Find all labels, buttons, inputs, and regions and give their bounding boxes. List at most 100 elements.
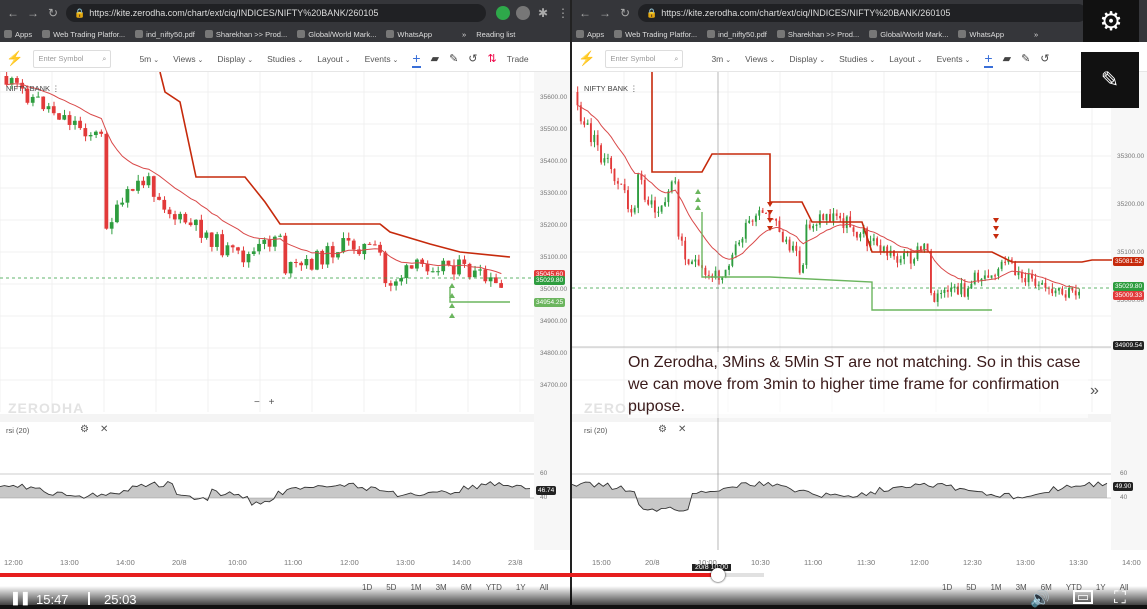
back-icon[interactable]: ←: [579, 6, 591, 20]
crosshair-icon[interactable]: +: [984, 49, 993, 68]
menu-studies[interactable]: Studies: [839, 54, 875, 64]
volume-icon[interactable]: 🔊: [1030, 591, 1050, 608]
video-progress-bar[interactable]: [0, 573, 1147, 577]
reading-list[interactable]: Reading list: [476, 29, 516, 39]
undo-icon[interactable]: ↺: [1040, 53, 1050, 65]
trade-icon[interactable]: ⇅: [487, 53, 497, 65]
zoom-in-button[interactable]: +: [268, 397, 275, 408]
menu-display[interactable]: Display: [217, 54, 253, 64]
menu-views[interactable]: Views: [745, 54, 775, 64]
gear-icon[interactable]: ⚙: [1083, 0, 1139, 42]
bookmark-item[interactable]: Global/World Mark...: [869, 30, 948, 39]
back-icon[interactable]: ←: [7, 6, 19, 20]
comment-icon[interactable]: ▰: [1002, 53, 1012, 65]
bookmark-item[interactable]: Apps: [4, 30, 32, 39]
price-axis-label: 35400.00: [540, 158, 568, 165]
bookmark-item[interactable]: Web Trading Platfor...: [614, 30, 697, 39]
comment-icon[interactable]: ▰: [430, 53, 440, 65]
zoom-out-button[interactable]: −: [254, 397, 260, 408]
price-axis-label: 35000.00: [1117, 297, 1145, 304]
candle: [832, 207, 835, 226]
draw-icon[interactable]: ✎: [449, 53, 459, 65]
ema-line: [577, 104, 1080, 289]
scrubber-handle[interactable]: [711, 568, 725, 582]
candle: [690, 259, 693, 265]
bookmark-item[interactable]: Sharekhan >> Prod...: [777, 30, 859, 39]
candle: [1034, 273, 1037, 288]
candle: [488, 272, 493, 287]
trade-button[interactable]: Trade: [506, 53, 529, 64]
bookmarks-more[interactable]: »: [1034, 29, 1039, 39]
played-bar: [0, 573, 719, 577]
candle: [462, 255, 467, 268]
address-bar[interactable]: 🔒 https://kite.zerodha.com/chart/ext/ciq…: [66, 4, 486, 22]
candle: [1051, 283, 1054, 297]
bookmark-item[interactable]: Apps: [576, 30, 604, 39]
menu-layout[interactable]: Layout: [889, 54, 922, 64]
puzzle-icon[interactable]: ✱: [537, 6, 549, 20]
symbol-search-input[interactable]: Enter Symbol ⌕: [605, 49, 684, 68]
candle: [451, 259, 456, 281]
fullscreen-icon[interactable]: ⛶: [1114, 588, 1126, 607]
forward-icon[interactable]: →: [27, 6, 39, 20]
reload-icon[interactable]: ↻: [619, 6, 631, 20]
candle: [842, 212, 845, 234]
close-icon[interactable]: ✕: [678, 424, 687, 435]
pause-icon[interactable]: ❚❚: [10, 590, 31, 605]
feedback-icon[interactable]: ✎: [1081, 52, 1139, 108]
captions-icon[interactable]: ▭: [1073, 590, 1093, 604]
scroll-right-icon[interactable]: »: [1090, 382, 1099, 399]
interval-select[interactable]: 5m: [139, 54, 159, 64]
candle: [657, 206, 660, 217]
bookmark-item[interactable]: Web Trading Platfor...: [42, 30, 125, 39]
extension-icon[interactable]: [496, 6, 510, 20]
time-axis-label: 23/8: [508, 558, 523, 567]
symbol-label[interactable]: NIFTY BANK ⋮: [584, 84, 638, 93]
url-text: https://kite.zerodha.com/chart/ext/ciq/I…: [661, 8, 951, 18]
menu-icon[interactable]: ⋮: [557, 6, 569, 20]
ema-line: [6, 83, 502, 275]
bookmark-item[interactable]: ind_nifty50.pdf: [707, 30, 767, 39]
menu-layout[interactable]: Layout: [317, 54, 350, 64]
candle: [1044, 277, 1047, 292]
reload-icon[interactable]: ↻: [47, 6, 59, 20]
bookmark-item[interactable]: WhatsApp: [958, 30, 1004, 39]
undo-icon[interactable]: ↺: [468, 53, 478, 65]
candle: [980, 277, 983, 287]
candle: [167, 206, 172, 219]
forward-icon[interactable]: →: [599, 6, 611, 20]
candle: [293, 258, 298, 268]
candle: [441, 258, 446, 275]
candle: [162, 196, 167, 214]
menu-views[interactable]: Views: [173, 54, 203, 64]
symbol-search-input[interactable]: Enter Symbol ⌕: [33, 49, 112, 68]
bookmark-item[interactable]: ind_nifty50.pdf: [135, 30, 195, 39]
candle: [67, 111, 72, 131]
candle: [613, 168, 616, 185]
symbol-label[interactable]: NIFTY BANK ⋮: [6, 84, 60, 93]
symbol-menu-icon[interactable]: ⋮: [52, 84, 60, 93]
extension-icon[interactable]: [516, 6, 530, 20]
rsi-line: [572, 480, 1108, 512]
draw-icon[interactable]: ✎: [1021, 53, 1031, 65]
interval-select[interactable]: 3m: [711, 54, 731, 64]
menu-events[interactable]: Events: [937, 54, 971, 64]
bookmark-item[interactable]: WhatsApp: [386, 30, 432, 39]
menu-display[interactable]: Display: [789, 54, 825, 64]
bookmark-item[interactable]: Global/World Mark...: [297, 30, 376, 39]
symbol-menu-icon[interactable]: ⋮: [630, 84, 638, 93]
crosshair-icon[interactable]: +: [412, 49, 421, 68]
rsi-level-60: 60: [1120, 470, 1128, 477]
bookmarks-more[interactable]: »: [462, 29, 467, 39]
menu-events[interactable]: Events: [365, 54, 399, 64]
rsi-area: [572, 481, 1107, 512]
gear-icon[interactable]: ⚙: [80, 424, 89, 435]
address-bar[interactable]: 🔒 https://kite.zerodha.com/chart/ext/ciq…: [638, 4, 1087, 22]
price-axis-bg: [534, 72, 570, 550]
bookmark-item[interactable]: Sharekhan >> Prod...: [205, 30, 287, 39]
left-chart-area[interactable]: [0, 72, 570, 550]
gear-icon[interactable]: ⚙: [658, 424, 667, 435]
close-icon[interactable]: ✕: [100, 424, 109, 435]
menu-studies[interactable]: Studies: [267, 54, 303, 64]
right-chart-area[interactable]: [572, 72, 1147, 550]
